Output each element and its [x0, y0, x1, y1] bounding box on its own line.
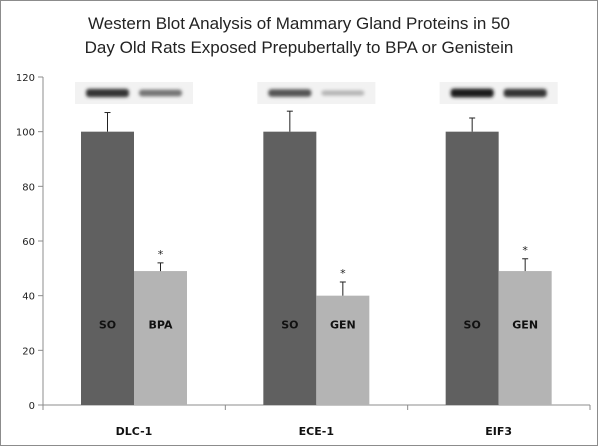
y-tick-label: 0	[29, 401, 35, 412]
y-tick-label: 40	[22, 292, 35, 303]
bar-label: GEN	[330, 318, 356, 331]
y-tick-label: 120	[16, 73, 35, 84]
bar	[316, 295, 370, 405]
y-tick-label: 20	[22, 346, 35, 357]
blot-band	[139, 89, 182, 97]
bar-label: BPA	[149, 318, 173, 331]
bar-label: SO	[281, 318, 298, 331]
blot-strip	[439, 82, 558, 104]
bar-label: SO	[99, 318, 116, 331]
blot-band	[86, 88, 129, 98]
y-tick-label: 80	[22, 182, 35, 193]
significance-marker: *	[158, 248, 164, 261]
bar	[134, 271, 187, 405]
significance-marker: *	[340, 267, 346, 280]
x-tick-label: DLC-1	[116, 425, 153, 438]
significance-marker: *	[522, 244, 528, 257]
x-tick-label: ECE-1	[299, 425, 334, 438]
bar-label: SO	[464, 318, 481, 331]
blot-band	[503, 88, 547, 98]
x-tick-label: EIF3	[485, 425, 512, 438]
blot-strip	[75, 82, 193, 104]
bar-label: GEN	[512, 318, 538, 331]
y-tick-label: 60	[22, 237, 35, 248]
y-tick-label: 100	[16, 128, 35, 139]
chart-title: Western Blot Analysis of Mammary Gland P…	[84, 14, 514, 57]
blot-band	[450, 88, 494, 98]
blot-band	[321, 90, 365, 96]
bar	[81, 131, 134, 405]
bar	[263, 131, 317, 405]
bar	[445, 131, 499, 405]
blot-band	[268, 89, 312, 97]
blot-strip	[257, 82, 376, 104]
bar	[498, 271, 552, 405]
